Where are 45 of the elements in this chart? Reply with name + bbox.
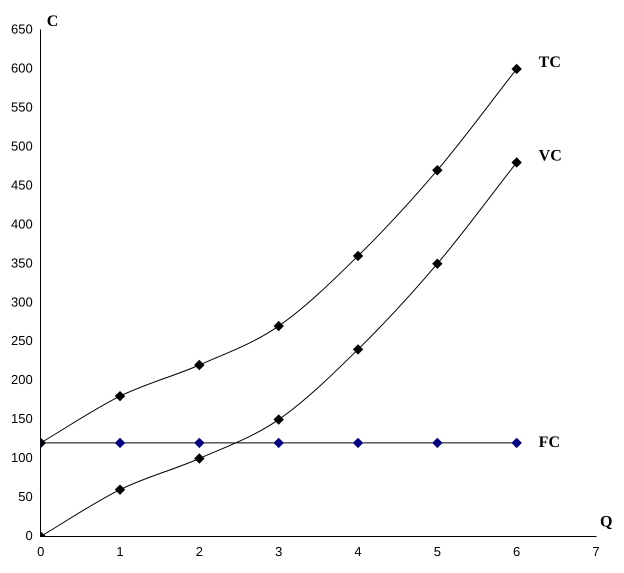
x-tick-label: 1 xyxy=(116,544,124,559)
y-tick-label: 500 xyxy=(10,138,33,154)
x-tick-label: 4 xyxy=(354,544,362,559)
point xyxy=(353,344,364,354)
point xyxy=(512,64,522,74)
point xyxy=(115,391,126,402)
y-tick-label: 50 xyxy=(18,489,33,504)
y-tick-label: 300 xyxy=(10,294,33,310)
x-tick-label: 7 xyxy=(592,544,600,559)
y-tick-label: 550 xyxy=(10,99,33,114)
point xyxy=(353,250,364,261)
x-tick-label: 0 xyxy=(37,544,44,559)
point xyxy=(432,438,442,448)
point xyxy=(194,438,204,448)
y-tick-label: 200 xyxy=(10,372,33,388)
series-label: TC xyxy=(538,54,561,72)
point xyxy=(274,414,284,425)
point xyxy=(274,321,284,332)
x-tick-label: 2 xyxy=(196,544,203,559)
x-axis-title: Q xyxy=(600,514,612,531)
x-tick-label: 3 xyxy=(275,544,282,559)
point xyxy=(115,484,126,495)
point xyxy=(274,438,284,448)
y-tick-label: 100 xyxy=(10,450,33,466)
x-tick-label: 5 xyxy=(434,544,441,559)
y-tick-label: 450 xyxy=(10,177,33,192)
y-tick-label: 600 xyxy=(10,60,33,76)
series-label: FC xyxy=(538,434,560,452)
point xyxy=(512,157,522,168)
point xyxy=(115,438,126,448)
y-tick-label: 0 xyxy=(25,528,33,543)
point xyxy=(512,438,522,448)
y-tick-label: 250 xyxy=(10,333,33,348)
point xyxy=(194,453,204,464)
point xyxy=(432,165,442,176)
point xyxy=(194,360,204,370)
y-tick-label: 400 xyxy=(10,216,33,232)
point xyxy=(432,258,442,269)
y-axis-title: C xyxy=(46,13,58,30)
x-tick-label: 6 xyxy=(513,544,520,559)
point xyxy=(353,438,364,448)
y-tick-label: 150 xyxy=(10,411,33,426)
y-tick-label: 650 xyxy=(10,22,33,37)
y-tick-label: 350 xyxy=(10,255,33,270)
series-label: VC xyxy=(538,148,562,165)
